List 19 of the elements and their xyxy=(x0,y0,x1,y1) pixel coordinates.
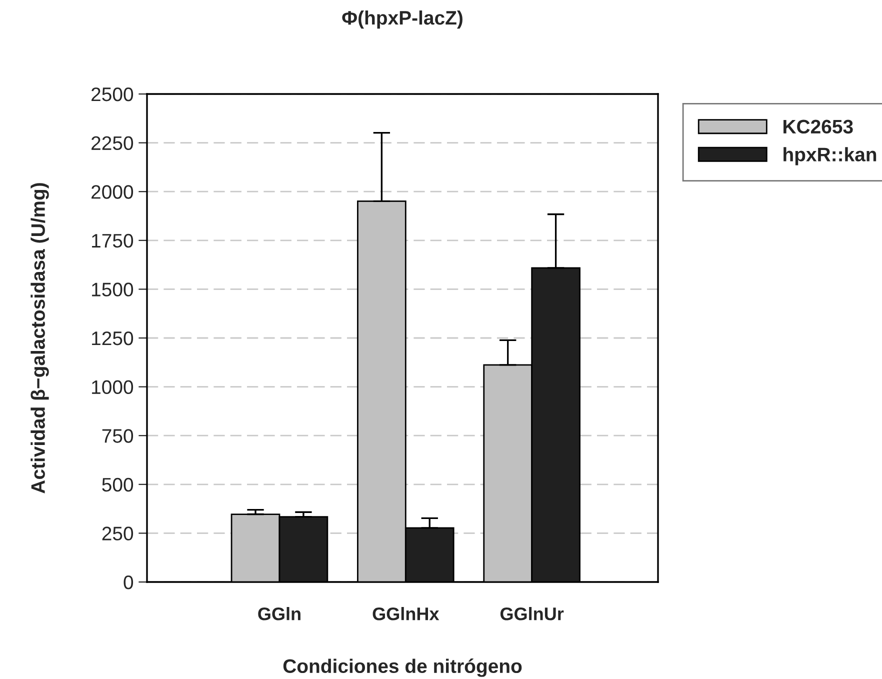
y-tick-label: 1000 xyxy=(92,380,134,394)
chart-title: Φ(hpxP-lacZ) xyxy=(342,10,462,29)
y-tick-label: 2500 xyxy=(92,87,134,102)
x-tick-label: GGln xyxy=(258,607,300,620)
y-tick-label: 500 xyxy=(102,478,134,492)
y-tick-label: 1750 xyxy=(92,234,134,248)
y-axis-title: Actividad β−galactosidasa (U/mg) xyxy=(30,183,49,494)
legend-label: hpxR::kan xyxy=(784,147,876,166)
legend-label: KC2653 xyxy=(784,120,853,134)
y-tick-label: 2000 xyxy=(92,185,134,199)
y-tick-label: 0 xyxy=(124,575,134,590)
x-axis-title: Condiciones de nitrógeno xyxy=(283,658,522,677)
x-tick-label: GGlnHx xyxy=(372,607,440,620)
y-tick-label: 750 xyxy=(102,429,134,443)
y-tick-label: 250 xyxy=(102,526,134,540)
y-tick-label: 2250 xyxy=(92,136,134,150)
x-tick-label: GGlnUr xyxy=(500,607,564,620)
y-tick-label: 1250 xyxy=(92,331,134,346)
y-tick-label: 1500 xyxy=(92,282,134,296)
